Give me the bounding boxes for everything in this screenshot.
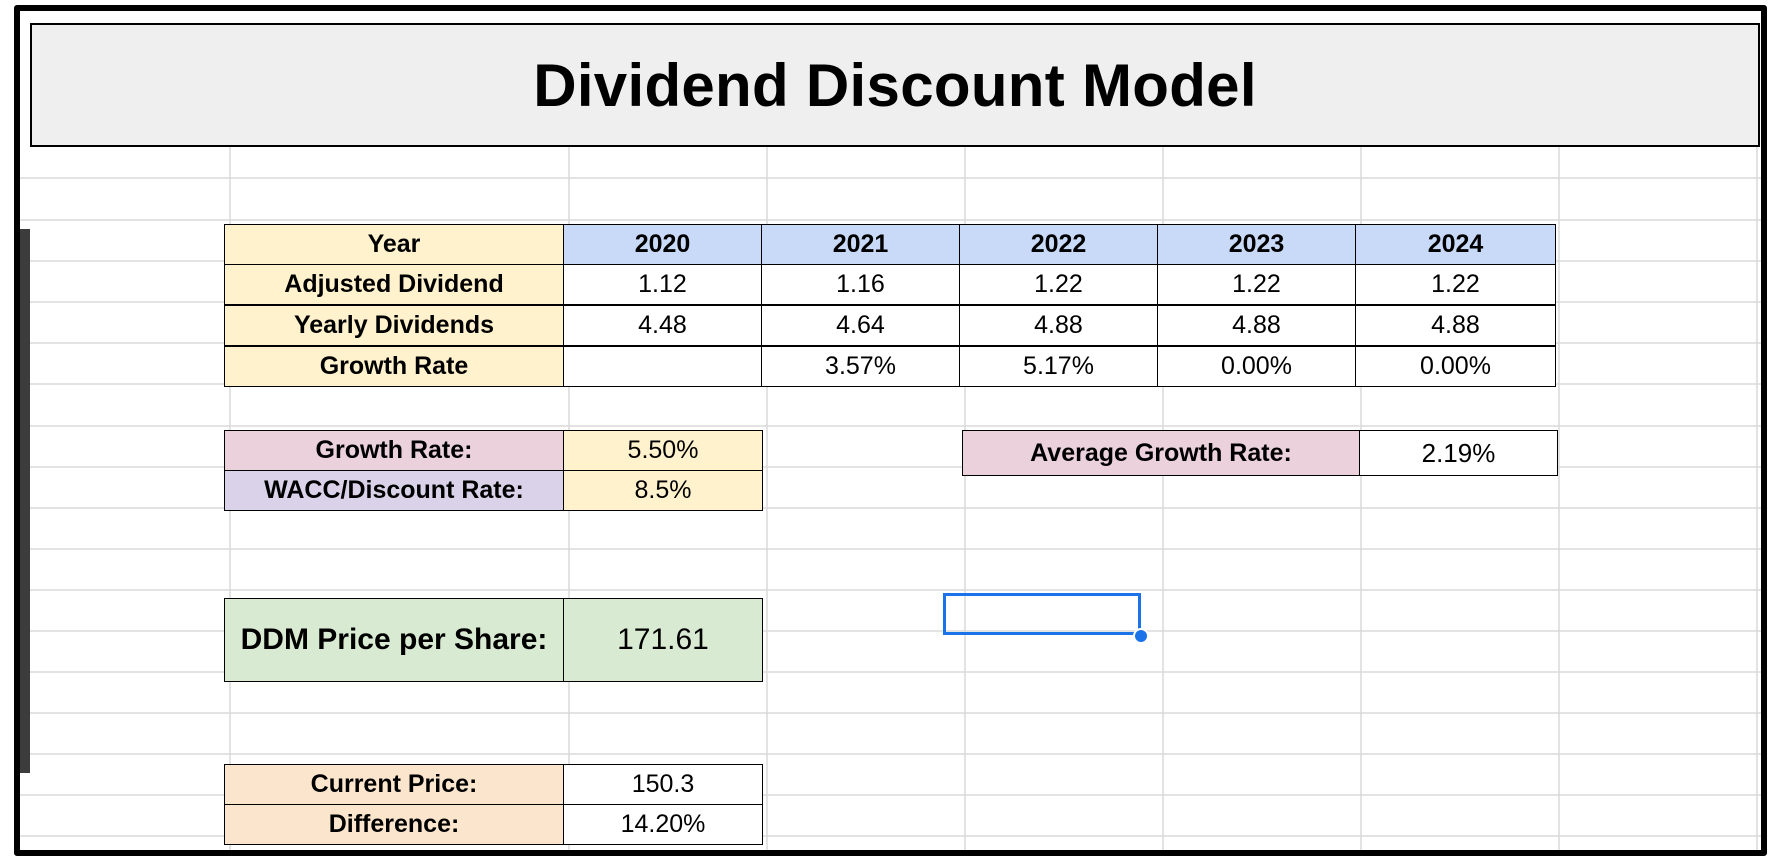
fill-handle[interactable] [1133, 628, 1149, 644]
growth-rate-row-cell[interactable]: 0.00% [1157, 346, 1356, 387]
year-row-cell[interactable]: 2024 [1355, 224, 1556, 265]
year-row-cell[interactable]: 2022 [959, 224, 1158, 265]
yearly-dividends-row-cell[interactable]: 4.64 [761, 305, 960, 346]
wacc-label: WACC/Discount Rate: [224, 470, 564, 511]
yearly-dividends-row-cell[interactable]: 4.88 [1157, 305, 1356, 346]
page-title: Dividend Discount Model [30, 23, 1760, 147]
year-row-cell[interactable]: 2021 [761, 224, 960, 265]
yearly-dividends-row-cell[interactable]: 4.48 [563, 305, 762, 346]
adjusted-dividend-row-cell[interactable]: 1.12 [563, 264, 762, 305]
difference-label: Difference: [224, 804, 564, 845]
growth-rate-row-cell[interactable]: 5.17% [959, 346, 1158, 387]
adjusted-dividend-row-cell[interactable]: 1.22 [1355, 264, 1556, 305]
row-selection-bar [20, 229, 30, 773]
yearly-dividends-row-cell[interactable]: 4.88 [1355, 305, 1556, 346]
yearly-dividends-row-cell[interactable]: 4.88 [959, 305, 1158, 346]
year-row-header: Year [224, 224, 564, 265]
ddm-price-label: DDM Price per Share: [224, 598, 564, 682]
active-cell-selection[interactable] [943, 593, 1141, 635]
growth-rate-input[interactable]: 5.50% [563, 430, 763, 471]
current-price-value[interactable]: 150.3 [563, 764, 763, 805]
current-price-label: Current Price: [224, 764, 564, 805]
growth-rate-row-header: Growth Rate [224, 346, 564, 387]
year-row-cell[interactable]: 2023 [1157, 224, 1356, 265]
adjusted-dividend-row-header: Adjusted Dividend [224, 264, 564, 305]
growth-rate-row-cell[interactable] [563, 346, 762, 387]
yearly-dividends-row-header: Yearly Dividends [224, 305, 564, 346]
growth-rate-row-cell[interactable]: 3.57% [761, 346, 960, 387]
year-row-cell[interactable]: 2020 [563, 224, 762, 265]
average-growth-value[interactable]: 2.19% [1359, 430, 1558, 476]
wacc-input[interactable]: 8.5% [563, 470, 763, 511]
adjusted-dividend-row-cell[interactable]: 1.22 [959, 264, 1158, 305]
growth-rate-row-cell[interactable]: 0.00% [1355, 346, 1556, 387]
adjusted-dividend-row-cell[interactable]: 1.16 [761, 264, 960, 305]
adjusted-dividend-row-cell[interactable]: 1.22 [1157, 264, 1356, 305]
difference-value[interactable]: 14.20% [563, 804, 763, 845]
average-growth-label: Average Growth Rate: [962, 430, 1360, 476]
ddm-price-value[interactable]: 171.61 [563, 598, 763, 682]
growth-rate-label: Growth Rate: [224, 430, 564, 471]
